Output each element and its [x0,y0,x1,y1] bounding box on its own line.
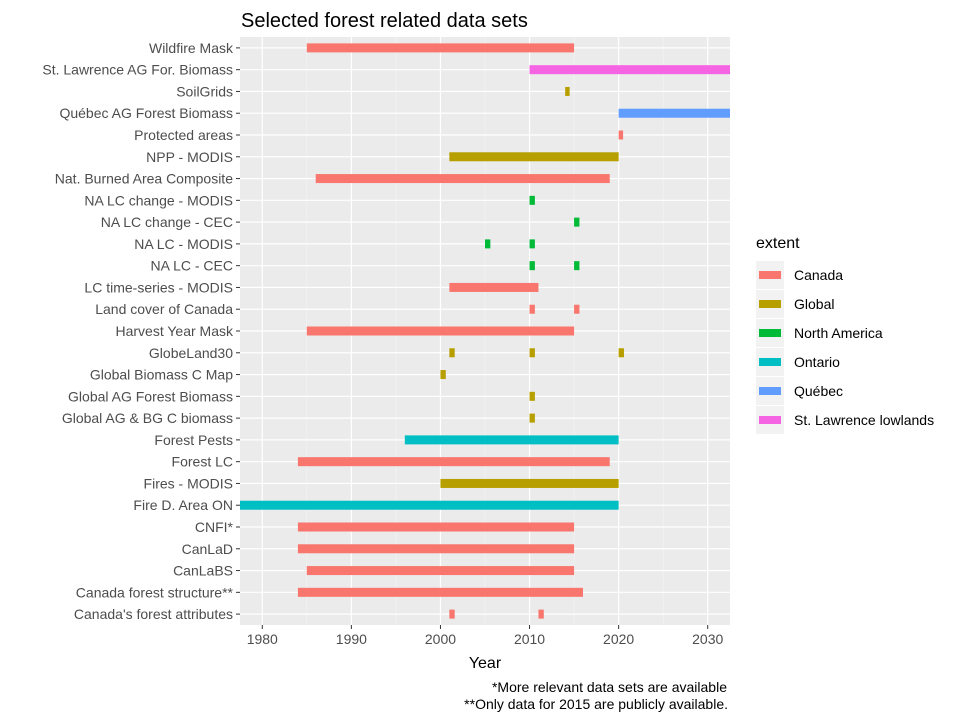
bar [529,65,730,75]
bar [306,43,575,53]
y-tick-label: CanLaBS [173,563,233,579]
y-tick-label: St. Lawrence AG For. Biomass [42,62,233,78]
bar [565,86,570,96]
y-tick-label: Fires - MODIS [144,475,233,491]
y-tick-label: Québec AG Forest Biomass [59,105,233,121]
y-tick-label: GlobeLand30 [149,345,233,361]
x-tick-label: 1990 [336,631,367,647]
y-tick-label: SoilGrids [176,83,233,99]
x-tick-label: 2020 [603,631,634,647]
bar [574,217,580,227]
bar [529,391,535,401]
y-tick-label: Global AG & BG C biomass [62,410,233,426]
bar [440,370,446,380]
x-tick-labels: 1980 1990 2000 2010 2020 2030 [247,625,724,647]
legend-label: Canada [794,267,843,283]
bar [306,566,575,576]
y-tick-label: Fire D. Area ON [133,497,233,513]
bar [529,239,535,249]
y-tick-label: CNFI* [195,519,234,535]
bar [315,174,610,184]
y-tick-label: NA LC change - MODIS [84,192,233,208]
legend-swatch [759,387,781,395]
x-tick-label: 1980 [247,631,278,647]
bar [297,457,610,467]
legend-swatch [759,358,781,366]
bar [297,587,583,597]
y-tick-label: Forest LC [172,454,233,470]
legend: extent Canada Global North America Ontario Q… [756,235,934,434]
y-tick-labels: Wildfire Mask St. Lawrence AG For. Biomas… [42,40,240,622]
bar [440,478,619,488]
y-tick-label: Nat. Burned Area Composite [55,171,233,187]
y-tick-label: Global Biomass C Map [90,367,233,383]
bar [529,261,535,271]
y-tick-label: NA LC - MODIS [134,236,233,252]
legend-swatch [759,271,781,279]
legend-swatch [759,300,781,308]
bar [529,304,535,314]
bar [449,348,455,358]
legend-swatch [759,329,781,337]
y-tick-label: Global AG Forest Biomass [68,388,233,404]
legend-label: Ontario [794,354,840,370]
bar [529,413,535,423]
legend-label: Global [794,296,834,312]
y-tick-label: Harvest Year Mask [116,323,234,339]
bar [529,348,535,358]
legend-label: St. Lawrence lowlands [794,412,934,428]
annotation-2: **Only data for 2015 are publicly availa… [464,696,728,712]
y-tick-label: NPP - MODIS [146,149,233,165]
grid [240,37,730,625]
y-tick-label: LC time-series - MODIS [84,279,233,295]
bar [404,435,619,445]
y-tick-label: Wildfire Mask [149,40,234,56]
y-tick-label: Canada's forest attributes [74,606,233,622]
bar [306,326,575,336]
bar [538,609,544,619]
bar [449,152,619,162]
bar [618,130,624,140]
x-tick-label: 2030 [692,631,723,647]
y-tick-label: Land cover of Canada [95,301,233,317]
x-tick-label: 2010 [514,631,545,647]
bar [574,261,580,271]
y-tick-label: NA LC - CEC [151,258,233,274]
y-tick-label: NA LC change - CEC [101,214,233,230]
y-tick-label: Forest Pests [154,432,233,448]
bar [449,609,455,619]
legend-label: Québec [794,383,843,399]
legend-label: North America [794,325,883,341]
bar [529,195,535,205]
bar [574,304,580,314]
y-tick-label: CanLaD [182,541,233,557]
bar [485,239,491,249]
legend-title: extent [756,235,800,252]
legend-swatch [759,416,781,424]
y-tick-label: Protected areas [134,127,233,143]
y-tick-label: Canada forest structure** [76,584,234,600]
bars [240,43,730,619]
bar [297,522,575,532]
bar [618,108,730,118]
x-axis-label: Year [469,655,502,672]
bar [240,500,619,510]
bar [449,282,539,292]
chart-title: Selected forest related data sets [241,10,528,32]
x-tick-label: 2000 [425,631,456,647]
annotation-1: *More relevant data sets are available [492,679,727,695]
bar [297,544,575,554]
bar [618,348,624,358]
